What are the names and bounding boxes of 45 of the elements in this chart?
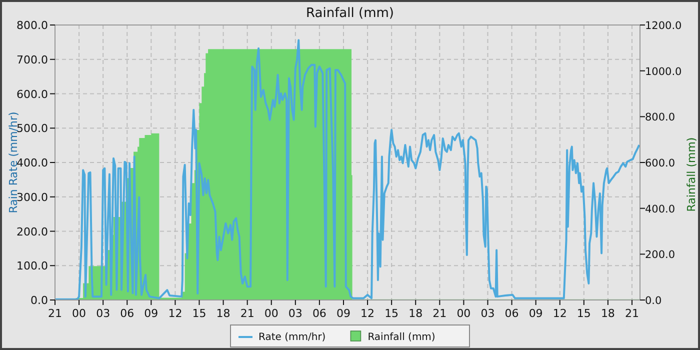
y2-tick-label: 0.0 xyxy=(645,295,662,307)
x-tick-label: 15 xyxy=(576,307,591,320)
x-tick-label: 09 xyxy=(336,307,350,320)
x-tick-label: 18 xyxy=(216,307,230,320)
y-tick-label: 700.0 xyxy=(16,53,48,66)
x-tick-label: 15 xyxy=(384,307,399,320)
y2-tick-label: 600.0 xyxy=(645,158,676,170)
y-tick-label: 200.0 xyxy=(16,225,48,238)
x-tick-label: 21 xyxy=(240,307,254,320)
y2-tick-label: 200.0 xyxy=(645,249,676,262)
y-tick-label: 600.0 xyxy=(16,88,48,101)
x-tick-label: 03 xyxy=(288,307,302,320)
y-tick-label: 400.0 xyxy=(16,156,48,170)
x-tick-label: 18 xyxy=(408,307,423,320)
x-tick-label: 03 xyxy=(480,307,495,320)
y2-tick-label: 400.0 xyxy=(645,203,676,216)
x-tick-label: 06 xyxy=(120,307,134,320)
x-tick-label: 12 xyxy=(360,307,375,320)
y-tick-label: 500.0 xyxy=(16,122,48,136)
chart-title: Rainfall (mm) xyxy=(306,6,394,21)
x-tick-label: 12 xyxy=(552,307,567,320)
legend-label: Rainfall (mm) xyxy=(368,332,436,343)
y2-tick-label: 1000.0 xyxy=(645,66,682,78)
x-tick-label: 00 xyxy=(264,307,278,320)
x-tick-label: 21 xyxy=(432,307,447,320)
y-tick-label: 0.0 xyxy=(30,294,48,307)
y2-tick-label: 1200.0 xyxy=(645,20,682,32)
y-tick-label: 800.0 xyxy=(16,19,48,32)
y2-axis-title: Rainfall (mm) xyxy=(685,137,698,212)
x-tick-label: 09 xyxy=(528,307,543,320)
x-tick-label: 06 xyxy=(504,307,519,320)
x-tick-label: 00 xyxy=(72,307,86,320)
x-tick-label: 12 xyxy=(168,307,182,320)
legend-label: Rate (mm/hr) xyxy=(258,332,326,343)
x-tick-label: 00 xyxy=(456,307,471,320)
x-tick-label: 09 xyxy=(144,307,158,320)
y2-tick-label: 800.0 xyxy=(645,112,676,124)
x-tick-label: 21 xyxy=(48,307,62,320)
x-tick-label: 21 xyxy=(624,307,639,320)
x-tick-label: 03 xyxy=(96,307,110,320)
x-tick-label: 15 xyxy=(192,307,206,320)
x-tick-label: 18 xyxy=(600,307,615,320)
y-tick-label: 100.0 xyxy=(16,260,48,273)
x-tick-label: 06 xyxy=(312,307,326,320)
y-tick-label: 300.0 xyxy=(16,190,48,204)
